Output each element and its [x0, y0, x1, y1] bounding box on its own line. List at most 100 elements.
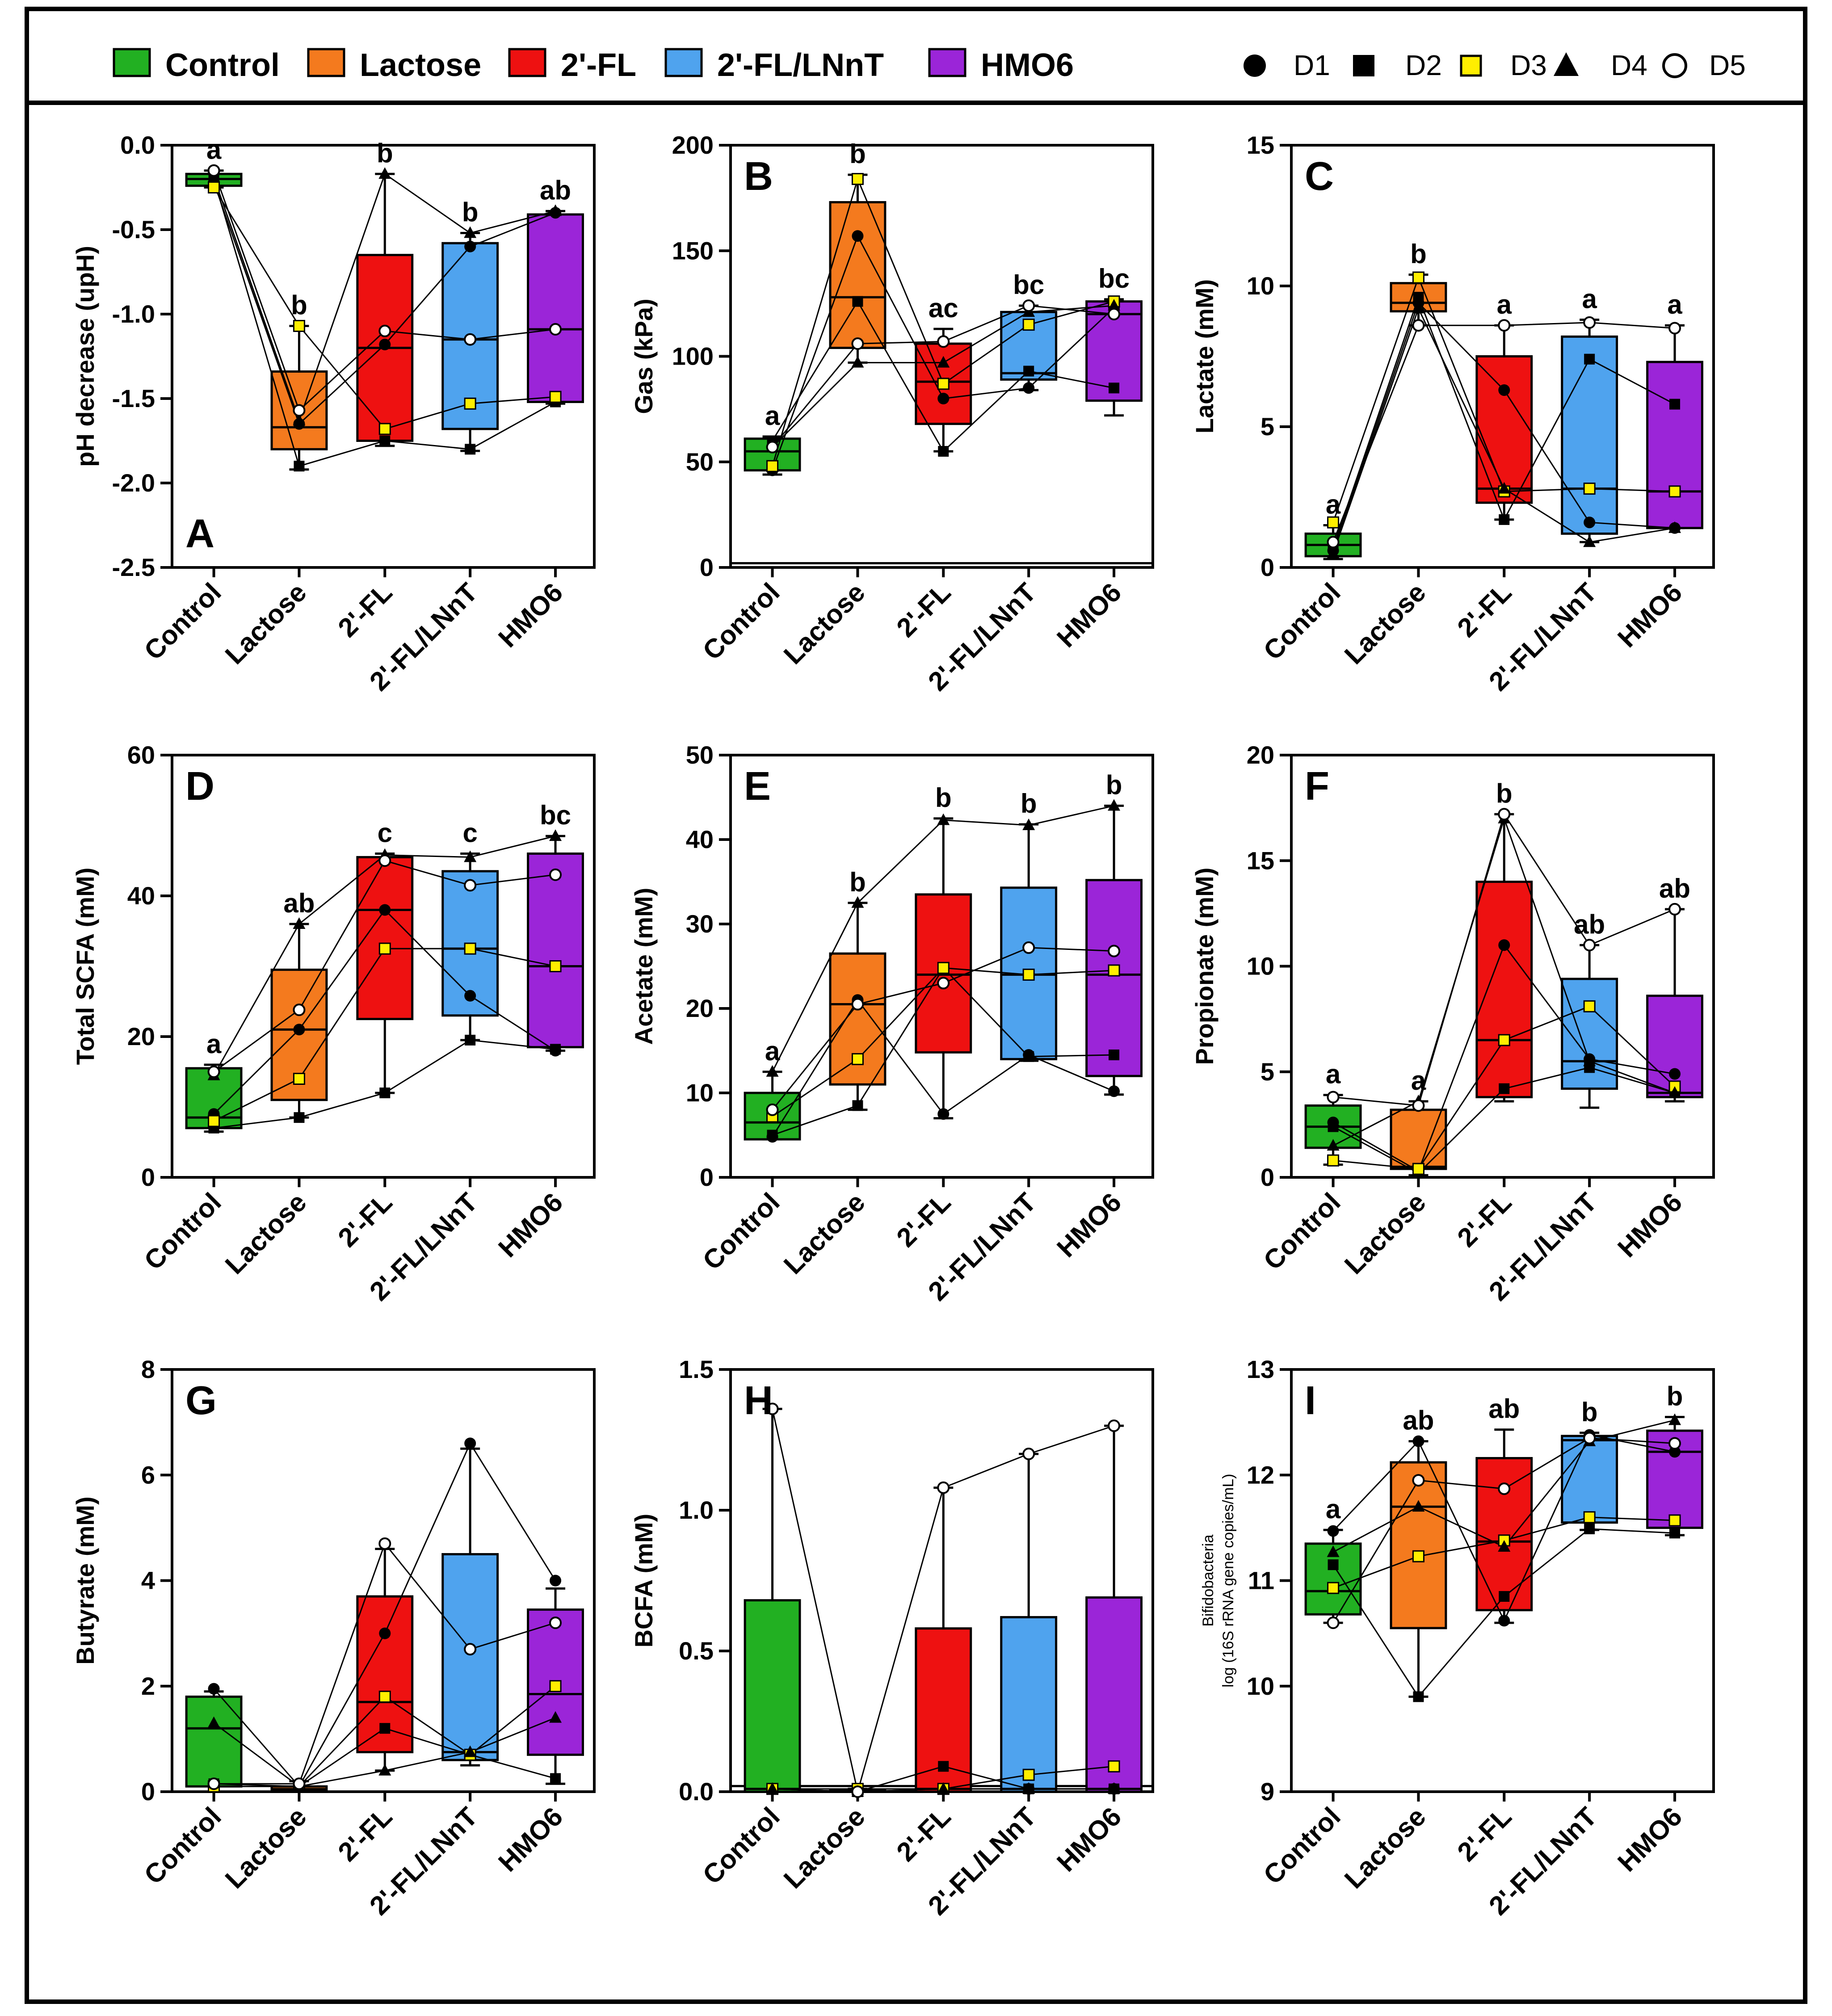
donor-marker-d2	[294, 1112, 305, 1123]
panel-letter: I	[1305, 1378, 1316, 1423]
donor-marker-d5	[207, 1065, 220, 1078]
donor-marker-d5	[766, 1103, 779, 1116]
donor-marker-d2	[852, 296, 863, 307]
significance-letter: a	[765, 1036, 780, 1066]
y-tick-label: 60	[127, 741, 155, 769]
donor-marker-d1	[1023, 382, 1035, 394]
box	[356, 856, 414, 1021]
box	[527, 853, 584, 1049]
y-tick-label: 1.5	[679, 1355, 714, 1383]
donor-marker-d4	[549, 1711, 562, 1723]
y-tick-label: 20	[686, 994, 714, 1022]
significance-letter: b	[935, 783, 952, 813]
donor-marker-d2	[550, 1044, 561, 1055]
significance-letter: b	[1106, 770, 1122, 800]
donor-marker-d4	[937, 813, 950, 825]
donor-marker-d5	[1022, 1448, 1035, 1460]
y-tick-label: 0	[1261, 1163, 1274, 1191]
significance-letter: a	[1326, 1059, 1341, 1089]
donor-marker-d2	[1584, 1523, 1595, 1534]
y-axis-label: Acetate (mM)	[630, 888, 658, 1045]
donor-marker-d3	[937, 962, 950, 974]
donor-marker-d2	[1584, 353, 1595, 365]
box	[829, 201, 887, 349]
y-tick-label: -2.5	[112, 553, 155, 581]
donor-marker-d5	[1498, 319, 1511, 332]
y-tick-label: 12	[1247, 1461, 1274, 1489]
donor-marker-d1	[208, 1683, 220, 1695]
donor-marker-d4	[1412, 1500, 1425, 1512]
donor-marker-d1	[464, 990, 476, 1002]
y-tick-label: 0.5	[679, 1637, 714, 1665]
y-tick-label: 5	[1261, 1058, 1274, 1086]
donor-marker-d4	[1327, 1139, 1340, 1151]
legend-swatch-control	[113, 48, 151, 77]
donor-marker-d2	[767, 1130, 778, 1141]
y-tick-label: 4	[141, 1567, 155, 1595]
donor-marker-d5	[1327, 1617, 1340, 1629]
y-tick-label: 10	[1247, 272, 1274, 300]
donor-marker-d3	[1498, 1034, 1510, 1046]
donor-marker-d1	[1669, 1446, 1681, 1458]
y-tick-label: 40	[686, 825, 714, 853]
box	[1475, 881, 1533, 1098]
donor-marker-d5	[1327, 536, 1340, 549]
y-axis-label: Bifidobacteria	[1200, 1534, 1217, 1626]
donor-marker-d2	[852, 1100, 863, 1111]
donor-marker-d5	[851, 337, 864, 350]
donor-marker-d3	[378, 942, 391, 955]
donor-marker-d5	[937, 977, 950, 990]
y-axis-label: Lactate (mM)	[1190, 279, 1219, 433]
donor-marker-d4	[378, 1764, 391, 1776]
donor-marker-d2	[465, 444, 476, 455]
donor-marker-d2	[1023, 365, 1034, 377]
legend-marker-d3	[1460, 55, 1482, 77]
legend-marker-d1	[1244, 55, 1266, 77]
significance-letter: a	[1326, 490, 1341, 520]
donor-marker-d5	[1022, 941, 1035, 954]
donor-marker-d4	[851, 356, 864, 368]
y-tick-label: 0	[700, 1163, 714, 1191]
donor-marker-d3	[549, 391, 562, 403]
y-tick-label: 11	[1248, 1567, 1274, 1595]
donor-marker-d2	[465, 1034, 476, 1046]
donor-marker-d2	[1109, 382, 1120, 394]
legend-label-lactose: Lactose	[360, 47, 481, 83]
donor-marker-d5	[1498, 808, 1511, 821]
donor-marker-d4	[937, 1782, 950, 1794]
y-tick-label: 2	[141, 1672, 155, 1700]
donor-marker-d4	[207, 1716, 220, 1728]
box	[1390, 1109, 1447, 1170]
donor-marker-d3	[549, 960, 562, 972]
legend-marker-d2	[1353, 55, 1374, 76]
significance-letter: bc	[1098, 264, 1130, 294]
panel-letter: C	[1305, 154, 1334, 199]
donor-marker-d3	[208, 181, 220, 193]
donor-marker-d4	[1668, 1413, 1681, 1425]
y-axis-label: pH decrease (upH)	[71, 246, 99, 467]
box	[744, 1599, 801, 1793]
y-tick-label: 30	[686, 910, 714, 938]
donor-marker-d4	[937, 356, 950, 368]
donor-marker-d3	[1412, 1163, 1424, 1175]
donor-marker-d1	[852, 230, 864, 242]
donor-marker-d5	[293, 404, 306, 417]
donor-marker-d2	[1413, 292, 1424, 303]
donor-marker-d5	[1108, 308, 1121, 320]
y-tick-label: 13	[1247, 1355, 1274, 1383]
donor-marker-d5	[1583, 1432, 1596, 1445]
donor-marker-d5	[378, 324, 391, 337]
panels: 0.0 -0.5 -1.0 -1.5 -2.0 -2.5 pH decrease (upH)…	[71, 131, 1715, 1921]
donor-marker-d3	[937, 378, 950, 390]
donor-marker-d2	[1109, 1049, 1120, 1060]
plot-area-frame	[729, 754, 1154, 1179]
donor-marker-d3	[378, 423, 391, 435]
y-axis-label: BCFA (mM)	[630, 1514, 658, 1648]
donor-marker-d3	[1412, 1550, 1424, 1562]
significance-letter: ac	[929, 293, 958, 323]
significance-letter: ab	[283, 888, 315, 918]
donor-marker-d5	[766, 1403, 779, 1415]
y-tick-label: -1.5	[112, 384, 155, 412]
y-tick-label: 100	[672, 342, 714, 370]
